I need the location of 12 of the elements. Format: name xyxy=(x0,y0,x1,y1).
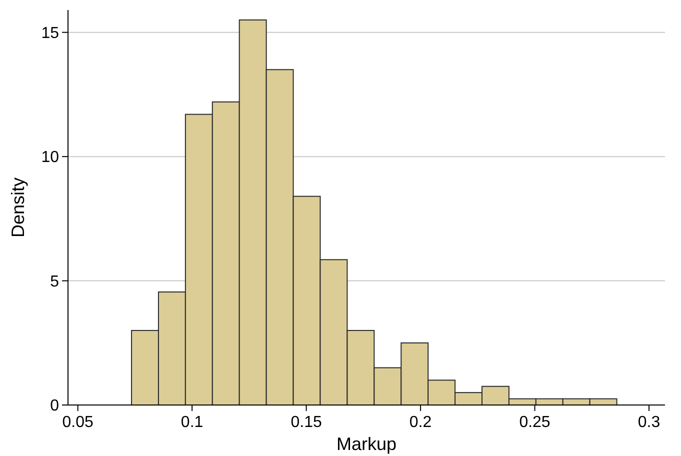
x-tick-label: 0.1 xyxy=(180,414,204,431)
x-tick-label: 0.15 xyxy=(290,414,322,431)
x-tick-label: 0.25 xyxy=(519,414,550,431)
x-axis-title: Markup xyxy=(336,434,397,454)
y-tick-label: 15 xyxy=(41,24,60,42)
y-tick-label: 5 xyxy=(50,273,60,290)
x-tick-label: 0.3 xyxy=(638,414,660,431)
x-tick-label: 0.2 xyxy=(409,414,432,431)
y-axis-title: Density xyxy=(8,177,28,238)
y-tick-label: 0 xyxy=(50,398,60,415)
x-tick-label: 0.05 xyxy=(62,414,94,431)
y-tick-label: 10 xyxy=(41,149,60,166)
